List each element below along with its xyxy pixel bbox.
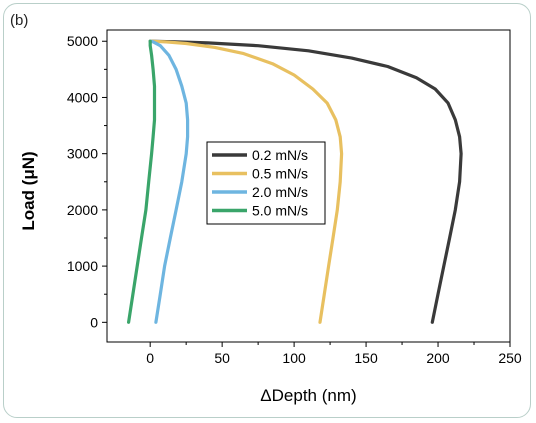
series-line-0 (148, 39, 463, 324)
legend-label-3: 5.0 mN/s (252, 203, 308, 219)
x-tick-label: 150 (354, 350, 378, 366)
x-tick-label: 50 (214, 350, 230, 366)
y-tick-label: 3000 (67, 146, 98, 162)
x-tick-label: 0 (146, 350, 154, 366)
y-tick-label: 2000 (67, 202, 98, 218)
x-tick-label: 200 (426, 350, 450, 366)
y-tick-label: 4000 (67, 89, 98, 105)
y-tick-label: 0 (90, 314, 98, 330)
legend-label-2: 2.0 mN/s (252, 184, 308, 200)
ticks-layer: 0 50 100 150 200 250 0 1000 2000 3000 4000 5000 (67, 33, 522, 366)
legend-label-1: 0.5 mN/s (252, 166, 308, 182)
panel-label: (b) (10, 12, 29, 29)
y-axis-label: Load (μN) (19, 151, 38, 230)
x-tick-label: 250 (498, 350, 522, 366)
x-axis-label: ΔDepth (nm) (260, 386, 356, 405)
legend-label-0: 0.2 mN/s (252, 147, 308, 163)
y-tick-label: 5000 (67, 33, 98, 49)
x-tick-label: 100 (282, 350, 306, 366)
series-layer (127, 39, 463, 324)
legend: 0.2 mN/s 0.5 mN/s 2.0 mN/s 5.0 mN/s (206, 141, 326, 225)
plot-area (106, 29, 511, 343)
series-line-2 (148, 39, 190, 324)
series-line-3 (127, 39, 157, 324)
y-tick-label: 1000 (67, 258, 98, 274)
series-line-1 (148, 39, 344, 324)
